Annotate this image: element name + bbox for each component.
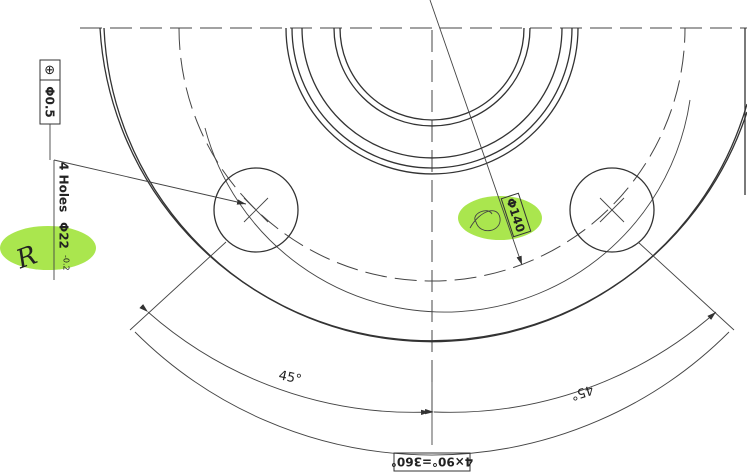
angle-label: 45°	[277, 368, 303, 387]
angle-dimension	[129, 241, 735, 456]
feature-control-frame: ⊕ Φ0.5	[39, 59, 61, 125]
hole-count: 4 Holes	[57, 162, 71, 212]
hole-tolerance: -0.2	[62, 255, 71, 271]
angle-label: 45°	[569, 381, 596, 402]
leader	[53, 159, 247, 205]
leader	[429, 0, 523, 266]
hole-callout: 4 Holes Φ22 -0.2	[57, 162, 71, 271]
flange	[99, 27, 747, 343]
highlight	[0, 226, 96, 270]
total-angle: 4×90°=360°	[391, 452, 473, 472]
hole-diameter: Φ22	[57, 222, 71, 249]
bolt-hole	[213, 167, 655, 253]
position-symbol: ⊕	[42, 65, 57, 76]
handwriting	[469, 210, 501, 232]
position-tolerance: Φ0.5	[43, 86, 57, 117]
total-angle-label: 4×90°=360°	[391, 455, 473, 469]
